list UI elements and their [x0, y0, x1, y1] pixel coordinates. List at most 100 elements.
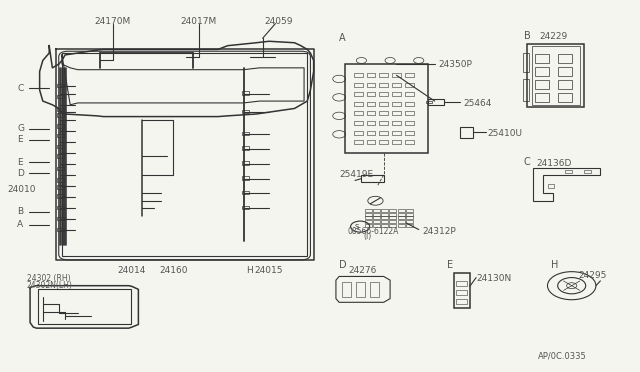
Bar	[354, 92, 363, 96]
Text: 24350P: 24350P	[438, 60, 472, 69]
Bar	[367, 121, 376, 125]
Bar	[397, 220, 404, 223]
Bar	[367, 83, 376, 87]
Bar	[523, 79, 529, 101]
Bar	[557, 67, 572, 76]
Bar	[406, 216, 413, 219]
Bar	[536, 93, 549, 102]
Text: E: E	[447, 260, 454, 270]
Bar	[532, 46, 580, 105]
Bar	[380, 83, 388, 87]
Bar	[404, 102, 413, 106]
Bar	[390, 224, 396, 227]
Bar	[365, 212, 372, 215]
Bar	[243, 147, 248, 150]
Bar	[367, 92, 376, 96]
Bar	[243, 176, 248, 180]
Bar	[380, 140, 388, 144]
Bar	[58, 206, 64, 209]
Bar	[58, 134, 64, 137]
Bar	[406, 209, 413, 212]
Bar	[362, 175, 384, 182]
Bar	[392, 112, 401, 115]
Text: B: B	[524, 32, 531, 41]
Bar	[390, 212, 396, 215]
Text: D: D	[17, 169, 24, 177]
Text: C: C	[524, 157, 531, 167]
Bar	[58, 108, 64, 112]
Bar	[58, 217, 64, 220]
Text: 08566-6122A: 08566-6122A	[348, 227, 399, 235]
Bar	[365, 220, 372, 223]
Bar	[392, 131, 401, 135]
Bar	[392, 92, 401, 96]
Bar	[404, 92, 413, 96]
Text: B: B	[17, 207, 24, 217]
Bar	[371, 282, 379, 297]
Bar	[365, 224, 372, 227]
Text: 24014: 24014	[118, 266, 146, 275]
Bar	[456, 281, 467, 286]
Bar	[373, 212, 380, 215]
Bar	[243, 110, 248, 113]
Bar	[390, 220, 396, 223]
Text: 24302 (RH): 24302 (RH)	[27, 274, 70, 283]
Bar	[536, 54, 549, 63]
Bar	[58, 145, 64, 148]
Bar	[456, 290, 467, 295]
Text: 25419E: 25419E	[339, 170, 373, 179]
Bar	[365, 209, 372, 212]
Bar	[426, 101, 431, 103]
Bar	[342, 282, 351, 297]
Bar	[58, 185, 64, 189]
Text: H: H	[550, 260, 558, 270]
Bar	[404, 73, 413, 77]
Bar	[392, 102, 401, 106]
Text: (I): (I)	[364, 232, 372, 241]
Bar	[367, 140, 376, 144]
Bar	[392, 121, 401, 125]
Text: E: E	[17, 157, 23, 167]
Bar	[354, 102, 363, 106]
Bar	[58, 84, 64, 87]
Bar	[381, 212, 388, 215]
Bar	[404, 140, 413, 144]
Bar	[584, 170, 591, 173]
Bar	[354, 131, 363, 135]
Bar	[557, 54, 572, 63]
Text: H: H	[246, 266, 253, 275]
Bar	[523, 53, 529, 71]
Text: 24160: 24160	[159, 266, 188, 275]
Bar	[243, 91, 248, 95]
Bar	[38, 289, 131, 324]
Bar	[406, 220, 413, 223]
Bar	[456, 299, 467, 304]
Bar	[380, 112, 388, 115]
Bar	[428, 99, 444, 105]
Bar	[367, 131, 376, 135]
Bar	[406, 212, 413, 215]
Text: 24312P: 24312P	[422, 227, 456, 235]
Bar	[354, 121, 363, 125]
Bar	[373, 216, 380, 219]
Bar	[381, 209, 388, 212]
Bar	[367, 102, 376, 106]
Bar	[58, 195, 64, 198]
Bar	[380, 102, 388, 106]
Bar	[58, 167, 64, 170]
Bar	[392, 83, 401, 87]
Text: E: E	[17, 135, 23, 144]
Bar	[58, 228, 64, 231]
Text: 24295: 24295	[578, 271, 607, 280]
Bar	[392, 140, 401, 144]
Bar	[243, 132, 248, 135]
Bar	[406, 224, 413, 227]
Bar	[373, 220, 380, 223]
Bar	[548, 184, 554, 188]
Text: 24136D: 24136D	[537, 158, 572, 168]
Text: 24015: 24015	[255, 266, 284, 275]
Text: AP/0C.0335: AP/0C.0335	[538, 351, 586, 360]
Bar	[243, 161, 248, 165]
Bar	[373, 224, 380, 227]
Bar	[365, 216, 372, 219]
